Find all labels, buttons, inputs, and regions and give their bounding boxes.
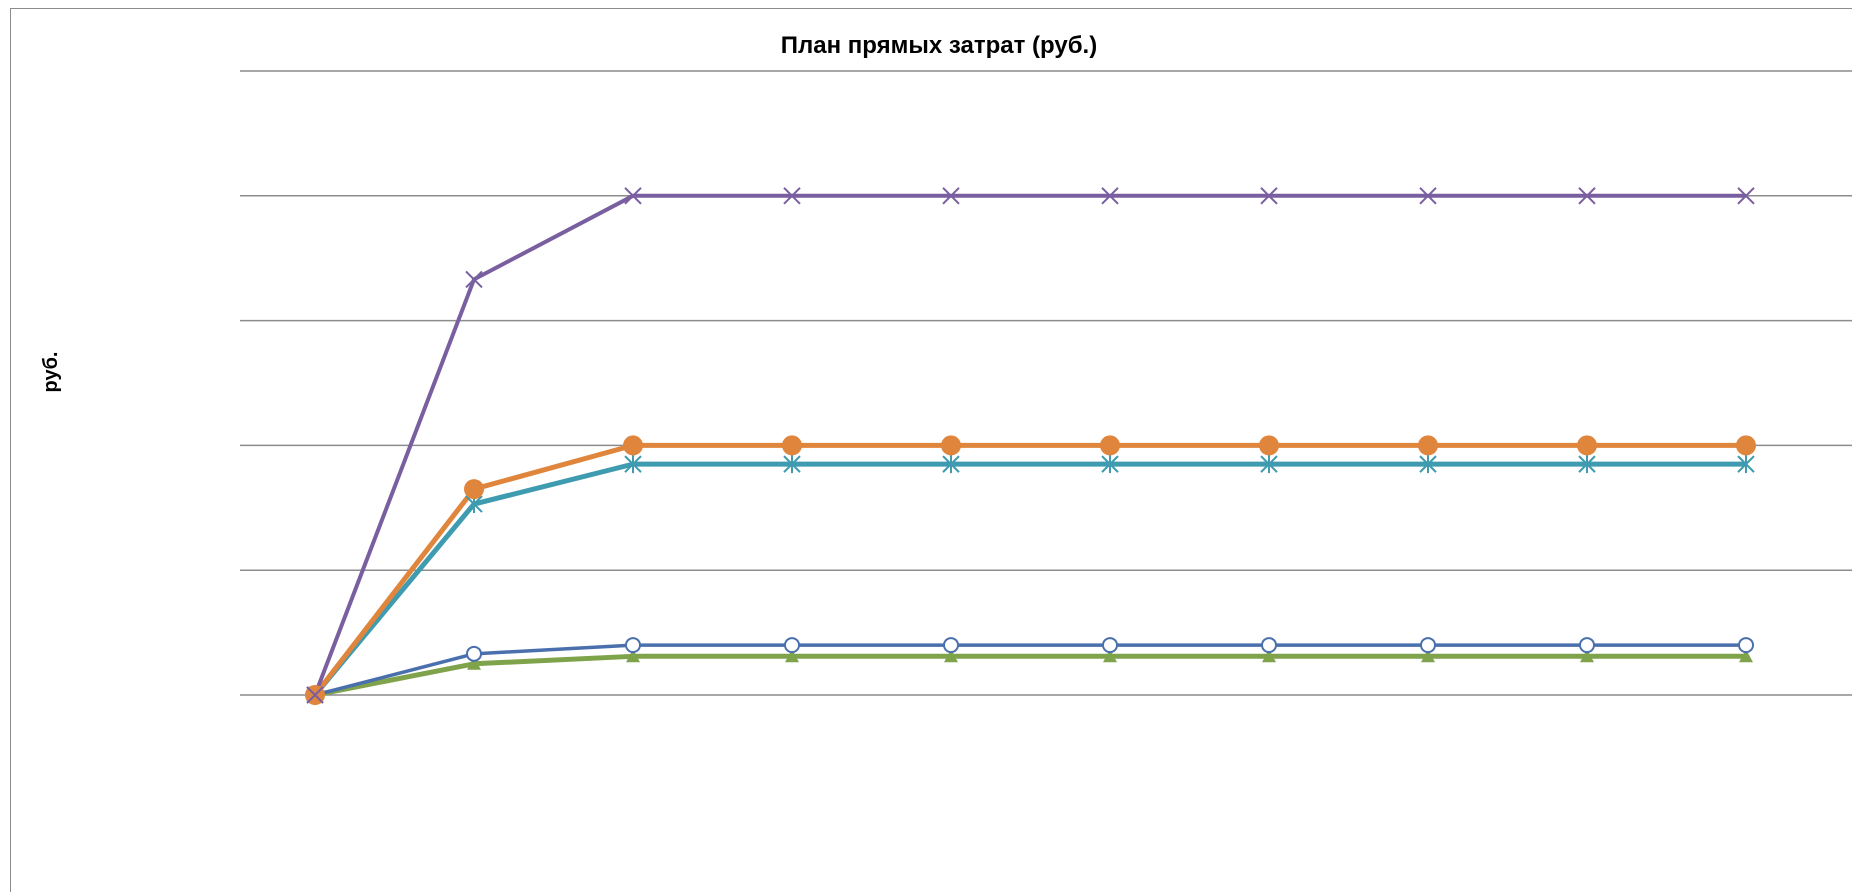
hollow-circle-icon [943,637,959,654]
hollow-circle-icon [466,645,482,662]
data-point [1419,187,1437,205]
triangle-icon [1580,649,1594,663]
x-icon [1578,187,1596,205]
x-icon [783,187,801,205]
x-icon [1737,187,1755,205]
filled-circle-icon [464,479,484,500]
gridlines [240,70,1852,696]
data-point [783,187,801,205]
data-point [1260,187,1278,205]
chart-area: План прямых затрат (руб.) руб. [10,8,1852,892]
hollow-circle-icon [1261,637,1277,654]
triangle-icon [1421,649,1435,663]
hollow-circle-icon [1738,637,1754,654]
asterisk-icon [624,455,642,474]
series-line [314,653,1746,698]
series-line [314,643,1746,697]
triangle-icon [1262,649,1276,663]
data-point [1737,187,1755,205]
line-chart: План прямых затрат (руб.) руб. [40,32,1852,705]
asterisk-icon [1260,455,1278,474]
x-icon [306,686,324,704]
series-markers [305,187,1756,705]
hollow-circle-icon [1579,637,1595,654]
triangle-icon [467,656,481,670]
x-icon [1101,187,1119,205]
chart-title: План прямых затрат (руб.) [781,32,1097,59]
x-icon [624,187,642,205]
x-icon [1419,187,1437,205]
triangle-icon [1103,649,1117,663]
y-axis-label: руб. [40,352,62,393]
triangle-icon [944,649,958,663]
asterisk-icon [1737,455,1755,474]
filled-circle-icon [782,435,802,456]
asterisk-icon [1101,455,1119,474]
series-line [313,193,1746,696]
triangle-icon [1739,649,1753,663]
data-point [306,686,324,704]
asterisk-icon [783,455,801,474]
series-line [313,461,1746,697]
triangle-icon [785,649,799,663]
data-point [1578,187,1596,205]
asterisk-icon [1419,455,1437,474]
series-lines [313,193,1746,698]
x-icon [465,270,483,289]
asterisk-icon [942,455,960,474]
filled-circle-icon [1418,435,1438,456]
series-line [313,442,1746,697]
data-point [624,187,642,205]
data-point [465,270,483,289]
filled-circle-icon [941,435,961,456]
triangle-icon [626,649,640,663]
hollow-circle-icon [1420,637,1436,654]
x-icon [942,187,960,205]
filled-circle-icon [623,435,643,456]
hollow-circle-icon [625,637,641,654]
filled-circle-icon [1736,435,1756,456]
filled-circle-icon [1259,435,1279,456]
filled-circle-icon [1100,435,1120,456]
hollow-circle-icon [784,637,800,654]
data-point [942,187,960,205]
filled-circle-icon [1577,435,1597,456]
asterisk-icon [1578,455,1596,474]
x-icon [1260,187,1278,205]
data-point [1101,187,1119,205]
hollow-circle-icon [1102,637,1118,654]
